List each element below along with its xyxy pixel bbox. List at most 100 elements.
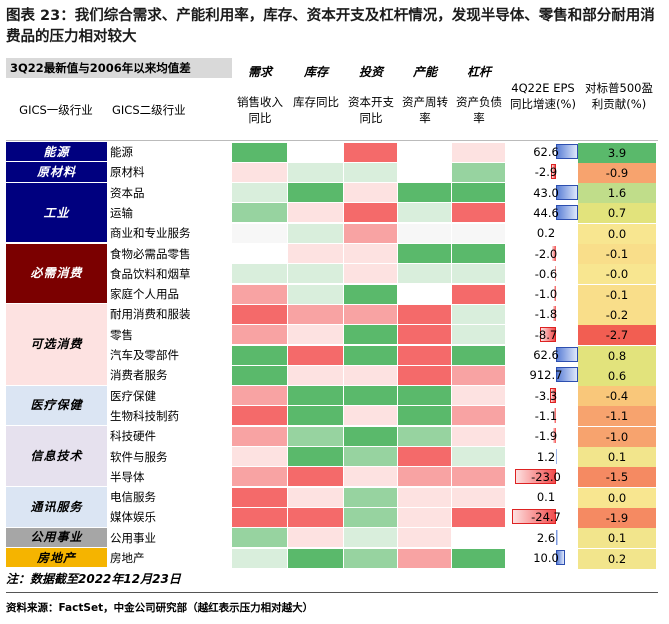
heat-cell [452, 548, 505, 568]
eps-value: -1.9 [534, 429, 558, 444]
sector-label: 通讯服务 [6, 487, 107, 528]
heat-cell [344, 426, 397, 446]
eps-value: -2.0 [534, 246, 558, 261]
eps-bar [556, 550, 565, 565]
heat-cell [344, 467, 397, 487]
col-metric-turnover: 资产周转率 [402, 95, 448, 125]
contribution-value: -2.7 [578, 325, 656, 346]
industry-name: 运输 [110, 205, 133, 220]
contribution-value: -1.0 [578, 426, 656, 447]
contribution-value: 0.0 [578, 487, 656, 508]
sector-label: 信息技术 [6, 426, 107, 488]
eps-value: 62.6 [533, 348, 559, 362]
heat-cell [288, 487, 343, 507]
col-eps: 4Q22E EPS同比增速(%) [510, 81, 576, 111]
eps-bar [556, 367, 578, 383]
eps-value: -0.6 [534, 266, 558, 281]
eps-value: 912.7 [529, 368, 563, 383]
heat-cell [232, 487, 287, 507]
col-metric-sales: 销售收入同比 [237, 95, 283, 125]
eps-value: 43.0 [533, 185, 559, 200]
heat-cell [452, 183, 505, 203]
heat-cell [452, 142, 505, 162]
heat-cell [398, 325, 451, 345]
eps-bar [556, 204, 578, 220]
heat-cell [452, 162, 505, 182]
industry-name: 食物必需品零售 [110, 246, 191, 261]
heat-cell [344, 264, 397, 284]
heat-cell [232, 244, 287, 263]
contribution-value: 0.1 [578, 528, 656, 549]
heat-cell [452, 426, 505, 446]
eps-value: 2.6 [536, 530, 556, 545]
sector-label: 医疗保健 [6, 385, 107, 427]
heat-cell [452, 507, 505, 527]
contribution-value: -1.5 [578, 467, 656, 488]
heat-cell [344, 223, 397, 243]
heat-cell [232, 325, 287, 345]
heat-cell [452, 304, 505, 324]
heat-cell [344, 142, 397, 162]
heat-cell [232, 386, 287, 406]
footer-divider [6, 592, 658, 593]
heat-cell [344, 487, 397, 507]
heat-cell [288, 203, 343, 223]
eps-value: 0.1 [536, 490, 556, 505]
eps-bar [511, 509, 556, 525]
eps-value: 1.2 [536, 449, 556, 464]
sector-label: 必需消费 [6, 243, 107, 305]
contribution-value: 0.8 [578, 345, 656, 366]
heat-cell [288, 284, 343, 304]
heat-cell [398, 183, 451, 203]
heat-cell [344, 325, 397, 345]
heat-cell [232, 365, 287, 385]
heat-cell [398, 304, 451, 324]
industry-name: 零售 [110, 327, 133, 342]
eps-bar [556, 144, 578, 159]
heat-cell [452, 406, 505, 426]
heat-cell [288, 264, 343, 284]
eps-bar [556, 448, 558, 464]
eps-bar [552, 306, 556, 322]
heat-cell [398, 142, 451, 162]
industry-name: 生物科技制药 [110, 408, 179, 423]
eps-value: -1.1 [534, 408, 558, 423]
eps-bar [556, 347, 578, 362]
col-metric-inventory: 库存同比 [293, 95, 339, 109]
industry-name: 能源 [110, 145, 133, 159]
eps-bar [552, 428, 556, 444]
heat-cell [232, 284, 287, 304]
heat-cell [398, 487, 451, 507]
group-inventory: 库存 [303, 65, 328, 79]
heat-cell [452, 244, 505, 263]
heat-cell [452, 325, 505, 345]
heat-cell [232, 528, 287, 548]
contribution-value: -0.4 [578, 386, 656, 407]
eps-bar [556, 529, 559, 545]
heat-cell [288, 183, 343, 203]
chart-subtitle: 3Q22最新值与2006年以来均值差 [6, 58, 232, 78]
col-contrib: 对标普500盈利贡献(%) [585, 81, 653, 111]
heat-cell [288, 548, 343, 568]
col-metric-debt: 资产负债率 [456, 95, 502, 125]
industry-name: 电信服务 [110, 490, 156, 505]
group-leverage: 杠杆 [466, 65, 491, 79]
heat-cell [452, 487, 505, 507]
heat-cell [398, 548, 451, 568]
heat-cell [344, 365, 397, 385]
chart-source: 资料来源：FactSet，中金公司研究部（越红表示压力相对越大） [6, 602, 314, 614]
contribution-value: 1.6 [578, 183, 656, 204]
eps-bar [550, 164, 556, 180]
heat-cell [344, 345, 397, 365]
contribution-value: 0.2 [578, 548, 656, 569]
industry-name: 原材料 [110, 165, 145, 180]
heat-cell [288, 365, 343, 385]
heat-cell [452, 467, 505, 487]
eps-bar [540, 326, 556, 342]
heat-cell [232, 223, 287, 243]
heat-cell [288, 447, 343, 466]
heat-cell [452, 264, 505, 284]
heat-cell [398, 528, 451, 548]
eps-value: -8.7 [534, 327, 558, 342]
sector-label: 能源 [6, 142, 107, 163]
